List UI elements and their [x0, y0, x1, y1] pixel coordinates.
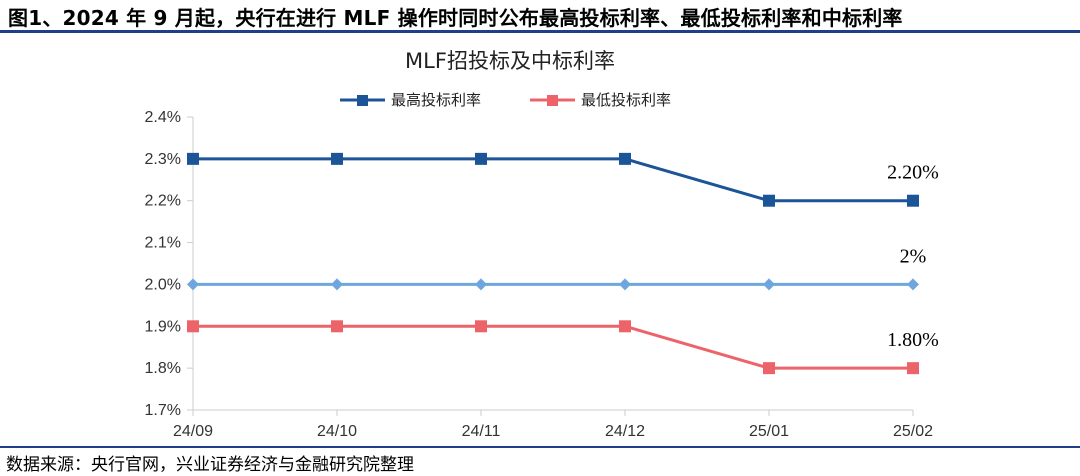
series-2: 2% — [187, 245, 927, 291]
chart-title: MLF招投标及中标利率 — [405, 49, 615, 73]
data-point — [907, 278, 919, 291]
line-chart: MLF招投标及中标利率 最高投标利率 最低投标利率 2.4% 2.3% 2.2% 2.1… — [145, 49, 939, 440]
figure-title: 图1、2024 年 9 月起，央行在进行 MLF 操作时同时公布最高投标利率、最… — [8, 6, 903, 30]
x-tick-label: 24/12 — [605, 423, 645, 440]
data-point — [907, 362, 919, 375]
series-line — [193, 157, 913, 203]
y-axis: 2.4% 2.3% 2.2% 2.1% 2.0% 1.9% 1.8% 1.7% — [145, 109, 194, 419]
y-tick-label: 2.3% — [145, 151, 181, 168]
data-point — [187, 278, 199, 291]
data-point — [619, 320, 631, 333]
series-3: 1.80% — [187, 320, 939, 375]
legend-label: 最高投标利率 — [391, 91, 481, 109]
data-point — [475, 152, 487, 165]
data-point — [907, 194, 919, 207]
x-tick-label: 25/02 — [893, 423, 933, 440]
legend: 最高投标利率 最低投标利率 — [340, 91, 671, 109]
data-point — [331, 278, 343, 291]
x-tick-label: 25/01 — [749, 423, 789, 440]
y-tick-label: 1.9% — [145, 318, 181, 335]
data-point — [475, 320, 487, 333]
data-point — [475, 278, 487, 291]
legend-marker — [547, 95, 558, 106]
series-line — [193, 324, 913, 370]
y-tick-label: 2.4% — [145, 109, 181, 126]
data-point — [763, 278, 775, 291]
data-label: 2.20% — [887, 162, 939, 184]
data-point — [619, 152, 631, 165]
data-point — [187, 152, 199, 165]
top-rule — [0, 30, 1080, 33]
x-tick-label: 24/10 — [317, 423, 357, 440]
data-point — [331, 320, 343, 333]
y-tick-label: 2.2% — [145, 193, 181, 210]
source-note: 数据来源：央行官网，兴业证券经济与金融研究院整理 — [6, 455, 414, 475]
data-label: 1.80% — [887, 329, 939, 351]
data-label: 2% — [900, 245, 927, 267]
x-tick-label: 24/09 — [173, 423, 213, 440]
x-axis: 24/09 24/10 24/11 24/12 25/01 25/02 — [173, 409, 933, 440]
data-point — [619, 278, 631, 291]
data-point — [763, 194, 775, 207]
y-tick-label: 2.1% — [145, 235, 181, 252]
y-tick-label: 1.7% — [145, 402, 181, 419]
data-point — [187, 320, 199, 333]
bottom-rule — [0, 446, 1080, 448]
y-tick-label: 2.0% — [145, 276, 181, 293]
series-1: 2.20% — [187, 152, 939, 207]
legend-marker — [357, 95, 368, 106]
data-point — [763, 362, 775, 375]
data-point — [331, 152, 343, 165]
x-tick-label: 24/11 — [462, 423, 501, 440]
y-tick-label: 1.8% — [145, 360, 181, 377]
legend-label: 最低投标利率 — [581, 91, 671, 109]
series-layer: 2.20% 2% 1.80% — [187, 152, 939, 375]
